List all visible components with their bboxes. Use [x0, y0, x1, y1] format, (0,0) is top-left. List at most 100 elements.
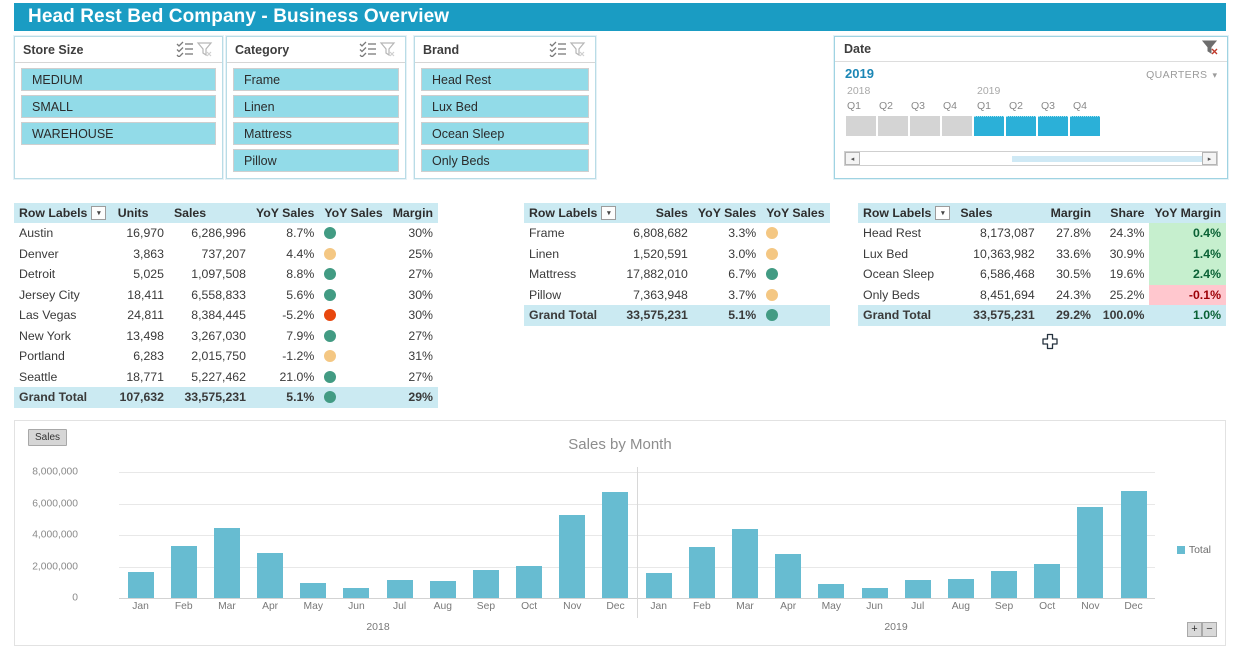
x-axis-tick-label: May	[821, 601, 842, 612]
slicer-header: Store Size	[15, 37, 222, 63]
slicer-items: Frame Linen Mattress Pillow	[227, 63, 405, 178]
chart-field-button-sales[interactable]: Sales	[28, 429, 68, 446]
timeline-level-label[interactable]: QUARTERS	[1146, 69, 1208, 81]
cell-label: Grand Total	[524, 305, 622, 326]
cell-yoy: 8.7%	[286, 226, 315, 241]
group-divider	[637, 467, 638, 618]
timeline-subheader: 2019 QUARTERS ▾	[835, 62, 1227, 81]
timeline-block-2018-q3[interactable]	[910, 116, 940, 136]
timeline-block-2019-q3[interactable]	[1038, 116, 1068, 136]
slicer-header: Category	[227, 37, 405, 63]
table-row-grand-total: Grand Total 33,575,231 29.2% 100.0% 1.0%	[858, 305, 1226, 326]
cell-margin: 27%	[408, 369, 433, 384]
header-yoy-sales-icon: YoY Sales	[761, 203, 830, 223]
timeline-year-2019: 2019	[977, 85, 1001, 97]
cell-sales: 8,173,087	[979, 226, 1035, 241]
x-axis-group-labels: 2018 2019	[119, 621, 1155, 633]
timeline-selected-label: 2019	[845, 66, 874, 81]
cell-label: Seattle	[19, 369, 58, 384]
scroll-left-icon[interactable]: ◂	[845, 152, 860, 165]
timeline-block-2019-q4[interactable]	[1070, 116, 1100, 136]
filter-dropdown-icon[interactable]: ▾	[935, 206, 951, 220]
slicer-item-ocean-sleep[interactable]: Ocean Sleep	[421, 122, 589, 145]
slicer-item-pillow[interactable]: Pillow	[233, 149, 399, 172]
scroll-thumb[interactable]	[1012, 156, 1202, 162]
slicer-item-lux-bed[interactable]: Lux Bed	[421, 95, 589, 118]
clear-filter-icon[interactable]	[569, 41, 589, 59]
slicer-store-size[interactable]: Store Size MEDIUM SMALL	[14, 36, 223, 179]
expand-field-button[interactable]: +	[1187, 622, 1202, 637]
collapse-field-button[interactable]: −	[1202, 622, 1217, 637]
chevron-down-icon[interactable]: ▾	[1212, 70, 1217, 80]
table-row: Frame 6,808,682 3.3%	[524, 223, 830, 244]
multi-select-icon[interactable]	[176, 41, 196, 59]
timeline-block-2019-q1[interactable]	[974, 116, 1004, 136]
cell-yoy-icon	[319, 264, 387, 285]
cell-yoy-margin: -0.1%	[1149, 284, 1226, 305]
slicer-title: Category	[235, 42, 290, 57]
status-dot-green	[324, 391, 337, 404]
cell-yoy-icon	[761, 264, 829, 285]
x-axis-tick-label: Oct	[521, 601, 538, 612]
status-dot-green	[324, 288, 337, 301]
cell-label: Jersey City	[19, 287, 80, 302]
cell-sales: 6,586,468	[979, 267, 1035, 282]
multi-select-icon[interactable]	[359, 41, 379, 59]
clear-filter-icon[interactable]	[1201, 39, 1219, 60]
timeline-q-label: Q1	[847, 100, 862, 112]
slicer-item-medium[interactable]: MEDIUM	[21, 68, 216, 91]
slicer-items: MEDIUM SMALL WAREHOUSE	[15, 63, 222, 151]
x-axis-tick-label: Jun	[866, 601, 883, 612]
timeline-quarter-labels: Q1 Q2 Q3 Q4 Q1 Q2 Q3 Q4	[835, 100, 1227, 114]
slicer-item-warehouse[interactable]: WAREHOUSE	[21, 122, 216, 145]
header-row-labels[interactable]: Row Labels ▾	[14, 203, 113, 223]
table-header-row: Row Labels ▾ Sales YoY Sales YoY Sales	[524, 203, 830, 223]
header-label: Row Labels	[19, 206, 88, 220]
timeline-scrollbar[interactable]: ◂ ▸	[844, 151, 1218, 166]
x-axis-tick-label: Jun	[348, 601, 365, 612]
cell-yoy: 3.7%	[728, 287, 757, 302]
slicer-category[interactable]: Category Frame Linen	[226, 36, 406, 179]
status-dot-yellow	[324, 350, 337, 363]
cell-label: Detroit	[19, 267, 56, 282]
slicer-item-small[interactable]: SMALL	[21, 95, 216, 118]
timeline-blocks[interactable]	[835, 116, 1227, 138]
pivot-table-city: Row Labels ▾ Units Sales YoY Sales YoY S…	[14, 203, 438, 408]
header-row-labels[interactable]: Row Labels ▾	[524, 203, 622, 223]
header-row-labels[interactable]: Row Labels ▾	[858, 203, 956, 223]
cell-sales: 5,227,462	[191, 369, 246, 384]
slicer-brand[interactable]: Brand Head Rest Lux Bed	[414, 36, 596, 179]
timeline-block-2018-q1[interactable]	[846, 116, 876, 136]
status-dot-green	[766, 309, 779, 322]
scroll-right-icon[interactable]: ▸	[1202, 152, 1217, 165]
slicer-item-only-beds[interactable]: Only Beds	[421, 149, 589, 172]
clear-filter-icon[interactable]	[196, 41, 216, 59]
multi-select-icon[interactable]	[549, 41, 569, 59]
status-dot-red	[324, 309, 337, 322]
timeline-slicer-date[interactable]: Date 2019 QUARTERS ▾ 2018 2019 Q1 Q2 Q3 …	[834, 36, 1228, 179]
slicer-item-mattress[interactable]: Mattress	[233, 122, 399, 145]
slicer-item-linen[interactable]: Linen	[233, 95, 399, 118]
chart-bar	[818, 583, 845, 598]
cell-share: 19.6%	[1109, 267, 1145, 282]
timeline-block-2018-q2[interactable]	[878, 116, 908, 136]
cell-label: Grand Total	[858, 305, 956, 326]
x-axis-labels: Jan Feb Mar Apr May Jun Jul Aug Sep Oct Nov Dec Jan F…	[119, 601, 1155, 612]
cell-units: 24,811	[127, 308, 164, 323]
timeline-block-2018-q4[interactable]	[942, 116, 972, 136]
cell-label: Head Rest	[863, 226, 922, 241]
x-axis-group-2018: 2018	[366, 621, 390, 633]
slicer-item-head-rest[interactable]: Head Rest	[421, 68, 589, 91]
cell-label: Only Beds	[863, 287, 920, 302]
filter-dropdown-icon[interactable]: ▾	[91, 206, 107, 220]
x-axis-tick-label: Apr	[780, 601, 797, 612]
clear-filter-icon[interactable]	[379, 41, 399, 59]
slicer-item-frame[interactable]: Frame	[233, 68, 399, 91]
x-axis-tick-label: Jan	[650, 601, 667, 612]
scroll-track[interactable]	[860, 152, 1202, 165]
filter-dropdown-icon[interactable]: ▾	[601, 206, 617, 220]
timeline-q-label: Q3	[1041, 100, 1056, 112]
chart-legend: Total	[1176, 544, 1211, 556]
timeline-block-2019-q2[interactable]	[1006, 116, 1036, 136]
cell-label: Las Vegas	[19, 308, 77, 323]
